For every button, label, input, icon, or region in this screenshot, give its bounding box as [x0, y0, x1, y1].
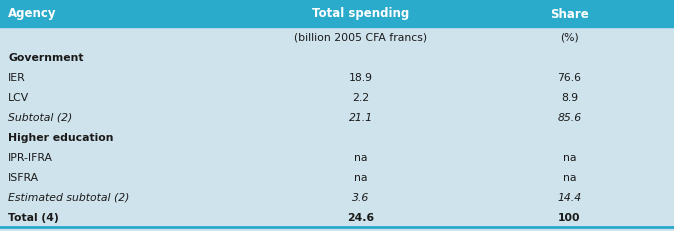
Text: Agency: Agency: [8, 7, 57, 20]
Text: ISFRA: ISFRA: [8, 172, 39, 182]
Text: Total spending: Total spending: [312, 7, 409, 20]
Text: 76.6: 76.6: [557, 73, 582, 83]
Text: Government: Government: [8, 53, 84, 63]
Text: LCV: LCV: [8, 93, 30, 103]
Text: na: na: [563, 172, 576, 182]
Text: na: na: [354, 172, 367, 182]
Text: 3.6: 3.6: [352, 192, 369, 202]
Text: na: na: [354, 152, 367, 162]
Text: 24.6: 24.6: [347, 212, 374, 222]
Text: Subtotal (2): Subtotal (2): [8, 112, 72, 122]
Text: 18.9: 18.9: [348, 73, 373, 83]
Text: 2.2: 2.2: [352, 93, 369, 103]
Text: IER: IER: [8, 73, 26, 83]
Text: (billion 2005 CFA francs): (billion 2005 CFA francs): [294, 33, 427, 43]
Text: na: na: [563, 152, 576, 162]
Text: 21.1: 21.1: [348, 112, 373, 122]
Text: 14.4: 14.4: [557, 192, 582, 202]
Text: 100: 100: [558, 212, 581, 222]
Text: Share: Share: [550, 7, 589, 20]
Bar: [0, 0, 674, 28]
Text: IPR-IFRA: IPR-IFRA: [8, 152, 53, 162]
Text: 85.6: 85.6: [557, 112, 582, 122]
Text: Total (4): Total (4): [8, 212, 59, 222]
Text: (%): (%): [560, 33, 579, 43]
Text: Higher education: Higher education: [8, 132, 114, 142]
Text: Estimated subtotal (2): Estimated subtotal (2): [8, 192, 129, 202]
Text: 8.9: 8.9: [561, 93, 578, 103]
